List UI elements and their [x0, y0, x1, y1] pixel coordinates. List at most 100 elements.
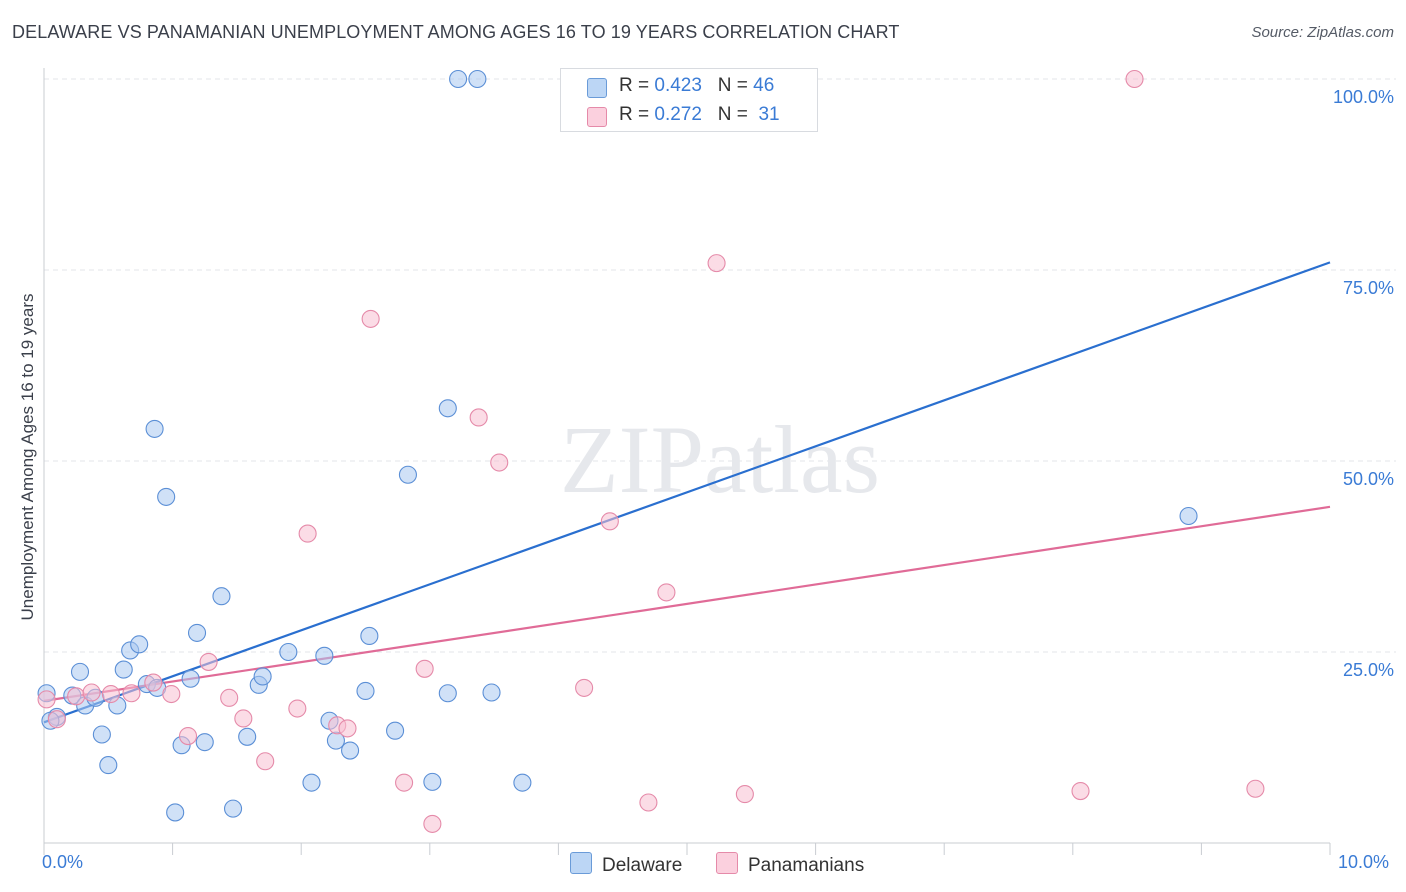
panamanians-point [220, 688, 239, 707]
panamanians-point [639, 793, 658, 812]
panamanians-point [423, 814, 442, 833]
delaware-point [253, 667, 272, 686]
delaware-point [482, 683, 501, 702]
watermark: ZIPatlas [560, 406, 880, 513]
panamanians-point [338, 719, 357, 738]
panamanians-point [469, 408, 488, 427]
delaware-point [181, 669, 200, 688]
delaware-point [398, 465, 417, 484]
panamanians-swatch [587, 107, 607, 127]
delaware-r-value: 0.423 [654, 75, 702, 96]
panamanians-legend-swatch [716, 852, 738, 874]
delaware-point [449, 69, 468, 89]
panamanians-point [657, 583, 676, 602]
panamanians-point [575, 678, 594, 697]
panamanians-point [415, 659, 434, 678]
bottom-legend-panamanians: Panamanians [716, 852, 864, 877]
trend-layer [43, 261, 1331, 724]
delaware-point [99, 756, 118, 775]
y-tick-label: 75.0% [1342, 278, 1394, 298]
delaware-point [223, 799, 243, 818]
delaware-point [423, 772, 442, 791]
legend-row-panamanians: R = 0.272 N = 31 [561, 100, 817, 130]
chart-source: Source: ZipAtlas.com [1251, 24, 1394, 41]
panamanians-r-value: 0.272 [654, 104, 702, 125]
delaware-point [1179, 506, 1198, 526]
chart-title: DELAWARE VS PANAMANIAN UNEMPLOYMENT AMON… [12, 22, 900, 42]
x-tick-label-min: 0.0% [42, 852, 84, 872]
panamanians-point [361, 309, 380, 328]
stats-legend: R = 0.423 N = 46 R = 0.272 N = 31 [560, 68, 818, 132]
legend-row-delaware: R = 0.423 N = 46 [561, 71, 817, 101]
panamanians-point [288, 699, 307, 718]
delaware-n-value: 46 [753, 75, 775, 96]
panamanians-point [735, 785, 754, 804]
n-label: N = [717, 104, 748, 125]
delaware-point [279, 642, 298, 662]
delaware-point [187, 623, 207, 642]
panamanians-point [1246, 779, 1265, 798]
delaware-point [114, 660, 133, 679]
r-label: R = [619, 104, 650, 125]
r-label: R = [619, 75, 650, 96]
panamanians-point [37, 690, 56, 709]
n-label: N = [717, 75, 748, 96]
panamanians-point [256, 752, 275, 771]
delaware-point [356, 681, 375, 701]
delaware-point [341, 741, 360, 760]
grid-layer [44, 78, 1396, 653]
y-tick-label: 25.0% [1342, 660, 1394, 680]
panamanians-n-value: 31 [758, 104, 780, 125]
delaware-point [302, 773, 321, 792]
delaware-point [130, 635, 149, 654]
panamanians-point [600, 512, 619, 531]
panamanians-point [1071, 781, 1090, 801]
panamanians-point [162, 684, 181, 704]
panamanians-point [101, 684, 120, 704]
delaware-legend-label: Delaware [602, 855, 683, 876]
panamanians-point [234, 709, 253, 728]
delaware-point [145, 419, 164, 438]
delaware-point [513, 773, 532, 792]
panamanians-point [199, 652, 218, 671]
delaware-trend-line [43, 261, 1331, 724]
panamanians-point [122, 684, 141, 703]
panamanians-point [82, 683, 101, 702]
delaware-legend-swatch [570, 852, 592, 874]
delaware-point [92, 725, 111, 744]
delaware-point [360, 626, 379, 646]
axis-layer [43, 68, 1331, 855]
delaware-swatch [587, 78, 607, 98]
delaware-point [166, 803, 185, 822]
panamanians-point [47, 710, 66, 729]
series-delaware [37, 69, 1198, 822]
panamanians-legend-label: Panamanians [748, 855, 865, 876]
panamanians-point [490, 453, 509, 472]
delaware-point [212, 587, 231, 606]
delaware-point [468, 69, 487, 89]
panamanians-point [144, 673, 163, 692]
points-layer [37, 69, 1265, 833]
panamanians-point [178, 726, 198, 746]
y-tick-label: 100.0% [1332, 87, 1394, 107]
panamanians-point [67, 687, 86, 706]
delaware-point [195, 733, 214, 752]
bottom-legend-delaware: Delaware [570, 852, 682, 877]
delaware-point [70, 662, 90, 681]
delaware-point [157, 487, 176, 506]
y-tick-label: 50.0% [1342, 469, 1394, 489]
delaware-point [438, 684, 457, 703]
panamanians-point [395, 773, 414, 792]
delaware-point [238, 727, 257, 746]
panamanians-point [707, 254, 726, 273]
delaware-point [386, 721, 405, 740]
delaware-point [315, 646, 334, 665]
panamanians-trend-line [43, 505, 1331, 702]
x-tick-label-max: 10.0% [1338, 852, 1390, 872]
y-axis-label: Unemployment Among Ages 16 to 19 years [18, 293, 37, 621]
panamanians-point [298, 524, 317, 543]
series-panamanians [37, 69, 1265, 833]
panamanians-point [1125, 69, 1144, 89]
delaware-point [438, 399, 457, 418]
